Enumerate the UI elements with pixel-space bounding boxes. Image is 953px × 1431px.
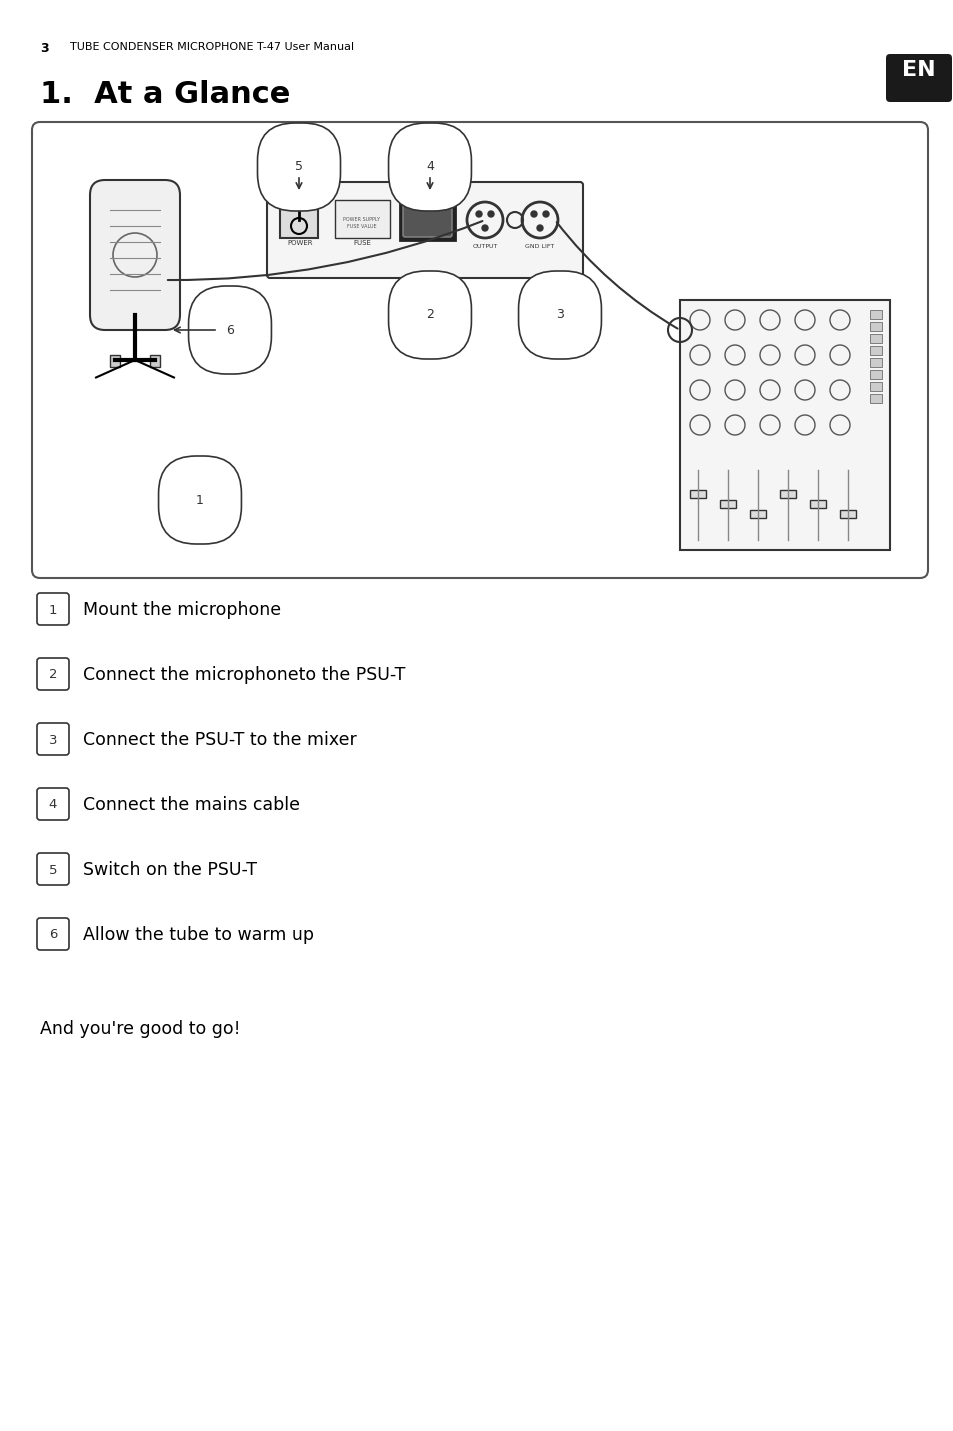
Bar bbox=[869, 322, 882, 331]
FancyBboxPatch shape bbox=[37, 658, 69, 690]
Text: EN: EN bbox=[902, 60, 935, 80]
Text: 1: 1 bbox=[49, 604, 57, 617]
FancyBboxPatch shape bbox=[37, 592, 69, 625]
Bar bbox=[399, 195, 455, 240]
FancyBboxPatch shape bbox=[90, 180, 180, 331]
Circle shape bbox=[531, 210, 537, 218]
Circle shape bbox=[537, 225, 542, 230]
FancyBboxPatch shape bbox=[267, 182, 582, 278]
Text: 1: 1 bbox=[196, 494, 204, 507]
Bar bbox=[679, 301, 889, 550]
Bar bbox=[335, 200, 390, 238]
Bar bbox=[780, 489, 795, 498]
Circle shape bbox=[488, 210, 494, 218]
FancyBboxPatch shape bbox=[37, 723, 69, 756]
Text: 1.  At a Glance: 1. At a Glance bbox=[40, 80, 290, 109]
FancyBboxPatch shape bbox=[37, 919, 69, 950]
Bar bbox=[869, 382, 882, 391]
Bar bbox=[150, 355, 160, 366]
Circle shape bbox=[476, 210, 481, 218]
FancyBboxPatch shape bbox=[885, 54, 951, 102]
Text: 6: 6 bbox=[226, 323, 233, 336]
Text: Connect the mains cable: Connect the mains cable bbox=[83, 796, 299, 814]
Bar bbox=[869, 394, 882, 404]
Text: 6: 6 bbox=[49, 929, 57, 942]
Text: 3: 3 bbox=[49, 734, 57, 747]
Bar bbox=[809, 499, 825, 508]
Text: FUSE: FUSE bbox=[353, 240, 371, 246]
Bar bbox=[110, 355, 120, 366]
FancyBboxPatch shape bbox=[32, 122, 927, 578]
Bar bbox=[869, 371, 882, 379]
Bar bbox=[720, 499, 735, 508]
Text: 2: 2 bbox=[426, 309, 434, 322]
Bar bbox=[840, 509, 855, 518]
Text: Connect the PSU-T to the mixer: Connect the PSU-T to the mixer bbox=[83, 731, 356, 748]
Text: 5: 5 bbox=[294, 160, 303, 173]
Text: 3: 3 bbox=[556, 309, 563, 322]
FancyBboxPatch shape bbox=[402, 197, 452, 238]
Text: And you're good to go!: And you're good to go! bbox=[40, 1020, 240, 1037]
Text: 4: 4 bbox=[426, 160, 434, 173]
Text: Switch on the PSU-T: Switch on the PSU-T bbox=[83, 861, 256, 879]
Bar bbox=[869, 311, 882, 319]
Text: GND LIFT: GND LIFT bbox=[525, 245, 554, 249]
Circle shape bbox=[542, 210, 548, 218]
Circle shape bbox=[481, 225, 488, 230]
Text: Allow the tube to warm up: Allow the tube to warm up bbox=[83, 926, 314, 944]
Bar bbox=[869, 346, 882, 355]
Bar bbox=[689, 489, 705, 498]
Text: 2: 2 bbox=[49, 668, 57, 681]
Bar bbox=[749, 509, 765, 518]
Bar bbox=[280, 200, 317, 238]
Text: POWER: POWER bbox=[287, 240, 313, 246]
FancyBboxPatch shape bbox=[37, 853, 69, 884]
Text: 4: 4 bbox=[49, 798, 57, 811]
Text: POWER SUPPLY
FUSE VALUE: POWER SUPPLY FUSE VALUE bbox=[343, 218, 380, 229]
Text: Connect the microphoneto the PSU-T: Connect the microphoneto the PSU-T bbox=[83, 665, 405, 684]
Bar bbox=[869, 333, 882, 343]
Bar bbox=[869, 358, 882, 366]
Text: OUTPUT: OUTPUT bbox=[472, 245, 497, 249]
Text: 3: 3 bbox=[40, 41, 49, 54]
Text: TUBE CONDENSER MICROPHONE T-47 User Manual: TUBE CONDENSER MICROPHONE T-47 User Manu… bbox=[70, 41, 354, 52]
Text: 5: 5 bbox=[49, 863, 57, 877]
FancyBboxPatch shape bbox=[37, 788, 69, 820]
Text: Mount the microphone: Mount the microphone bbox=[83, 601, 281, 620]
